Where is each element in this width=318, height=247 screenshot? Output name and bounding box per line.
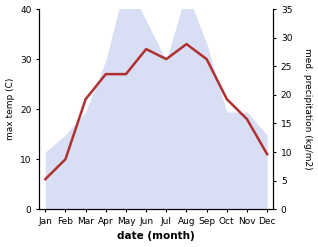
Y-axis label: max temp (C): max temp (C) — [5, 78, 15, 140]
X-axis label: date (month): date (month) — [117, 231, 195, 242]
Y-axis label: med. precipitation (kg/m2): med. precipitation (kg/m2) — [303, 48, 313, 170]
